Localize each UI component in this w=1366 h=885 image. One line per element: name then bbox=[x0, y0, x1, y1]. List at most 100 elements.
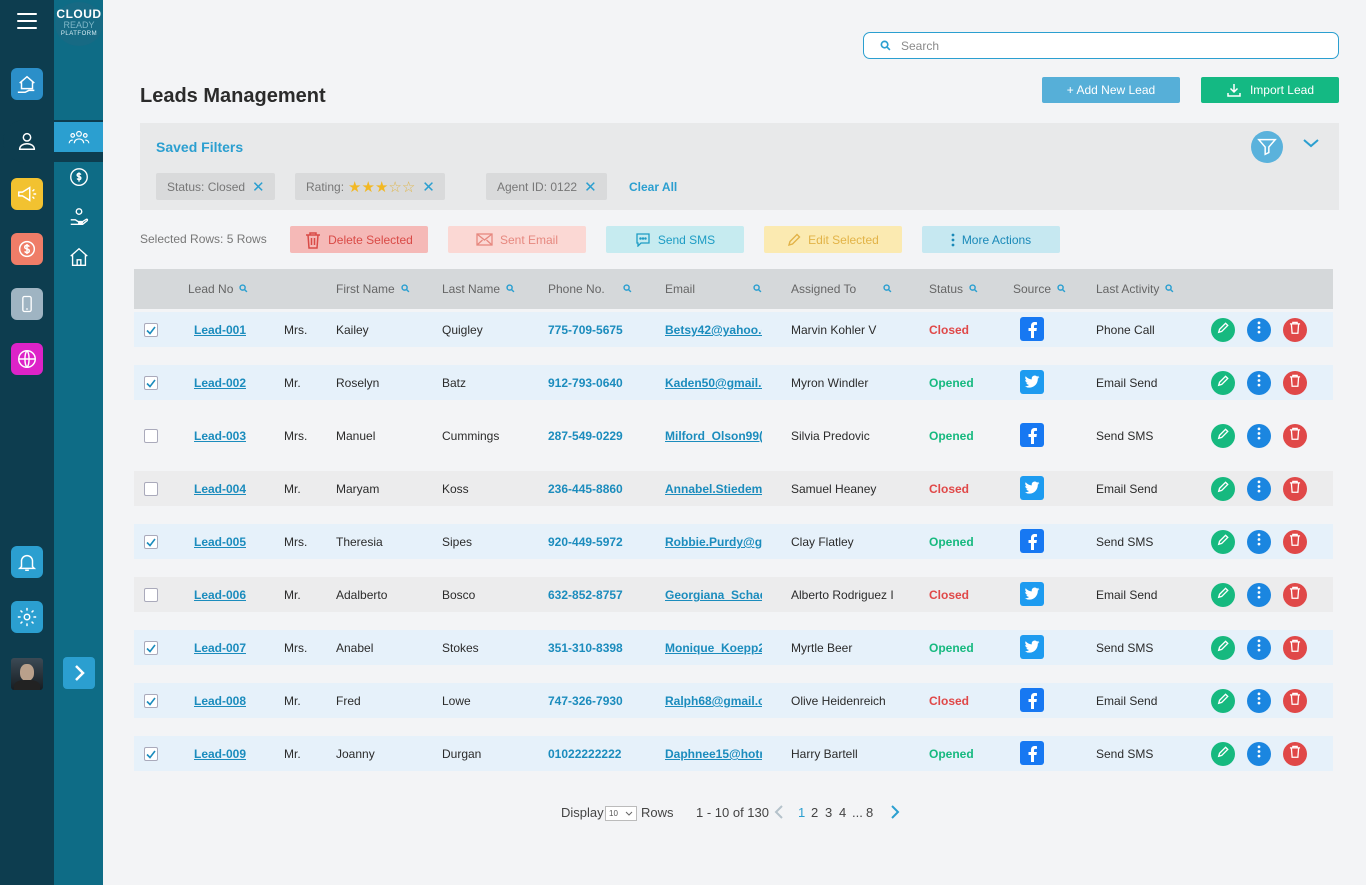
nav-notifications[interactable] bbox=[11, 546, 43, 578]
row-more-button[interactable] bbox=[1247, 583, 1271, 607]
th-status[interactable]: Status bbox=[929, 282, 978, 296]
delete-row-button[interactable] bbox=[1283, 371, 1307, 395]
lead-link[interactable]: Lead-004 bbox=[194, 482, 247, 496]
row-checkbox[interactable] bbox=[144, 482, 158, 496]
nav-campaigns[interactable] bbox=[11, 178, 43, 210]
filter-button[interactable] bbox=[1251, 131, 1283, 163]
email-link[interactable]: Annabel.Stiedem bbox=[665, 482, 762, 496]
delete-row-button[interactable] bbox=[1283, 583, 1307, 607]
nav-settings[interactable] bbox=[11, 601, 43, 633]
delete-row-button[interactable] bbox=[1283, 636, 1307, 660]
edit-row-button[interactable] bbox=[1211, 742, 1235, 766]
row-more-button[interactable] bbox=[1247, 689, 1271, 713]
search-icon[interactable] bbox=[623, 282, 632, 296]
prev-page-button[interactable] bbox=[774, 804, 784, 820]
email-link[interactable]: Daphnee15@hotr bbox=[665, 747, 762, 761]
add-new-lead-button[interactable]: + Add New Lead bbox=[1042, 77, 1180, 103]
close-icon[interactable]: ✕ bbox=[422, 178, 435, 196]
page-size-select[interactable]: 10 bbox=[605, 806, 637, 821]
row-more-button[interactable] bbox=[1247, 424, 1271, 448]
lead-link[interactable]: Lead-005 bbox=[194, 535, 247, 549]
table-row[interactable]: Lead-004 Mr. Maryam Koss 236-445-8860 Annabel… bbox=[134, 471, 1333, 506]
nav-web[interactable] bbox=[11, 343, 43, 375]
table-row[interactable]: Lead-005 Mrs. Theresia Sipes 920-449-5972 Rob… bbox=[134, 524, 1333, 559]
edit-row-button[interactable] bbox=[1211, 424, 1235, 448]
email-link[interactable]: Milford_Olson99( bbox=[665, 429, 762, 443]
row-more-button[interactable] bbox=[1247, 530, 1271, 554]
page-number[interactable]: 3 bbox=[825, 805, 833, 820]
lead-link[interactable]: Lead-002 bbox=[194, 376, 247, 390]
email-link[interactable]: Ralph68@gmail.c bbox=[665, 694, 762, 708]
search-icon[interactable] bbox=[969, 282, 978, 296]
edit-row-button[interactable] bbox=[1211, 371, 1235, 395]
th-email[interactable]: Email bbox=[665, 282, 762, 296]
close-icon[interactable]: ✕ bbox=[584, 178, 597, 196]
row-checkbox[interactable] bbox=[144, 535, 158, 549]
subnav-home[interactable] bbox=[66, 244, 92, 270]
page-number[interactable]: 8 bbox=[866, 805, 874, 820]
row-checkbox[interactable] bbox=[144, 694, 158, 708]
nav-properties[interactable] bbox=[11, 68, 43, 100]
clear-all-link[interactable]: Clear All bbox=[629, 180, 678, 194]
subnav-money[interactable] bbox=[66, 164, 92, 190]
email-link[interactable]: Robbie.Purdy@gr bbox=[665, 535, 762, 549]
edit-row-button[interactable] bbox=[1211, 636, 1235, 660]
row-more-button[interactable] bbox=[1247, 371, 1271, 395]
search-icon[interactable] bbox=[883, 282, 892, 296]
table-row[interactable]: Lead-008 Mr. Fred Lowe 747-326-7930 Ralph68@g… bbox=[134, 683, 1333, 718]
send-sms-button[interactable]: Send SMS bbox=[606, 226, 744, 253]
delete-row-button[interactable] bbox=[1283, 477, 1307, 501]
search-icon[interactable] bbox=[239, 282, 248, 296]
delete-row-button[interactable] bbox=[1283, 742, 1307, 766]
nav-leads[interactable] bbox=[8, 123, 46, 159]
row-more-button[interactable] bbox=[1247, 636, 1271, 660]
search-icon[interactable] bbox=[753, 282, 762, 296]
collapse-filters-button[interactable] bbox=[1302, 136, 1320, 154]
table-row[interactable]: Lead-007 Mrs. Anabel Stokes 351-310-8398 Moni… bbox=[134, 630, 1333, 665]
th-last-name[interactable]: Last Name bbox=[442, 282, 515, 296]
edit-row-button[interactable] bbox=[1211, 477, 1235, 501]
search-icon[interactable] bbox=[401, 282, 410, 296]
email-link[interactable]: Georgiana_Schad bbox=[665, 588, 762, 602]
row-checkbox[interactable] bbox=[144, 588, 158, 602]
lead-link[interactable]: Lead-006 bbox=[194, 588, 247, 602]
row-more-button[interactable] bbox=[1247, 742, 1271, 766]
lead-link[interactable]: Lead-009 bbox=[194, 747, 247, 761]
lead-link[interactable]: Lead-001 bbox=[194, 323, 247, 337]
page-number[interactable]: 4 bbox=[839, 805, 847, 820]
row-checkbox[interactable] bbox=[144, 429, 158, 443]
row-more-button[interactable] bbox=[1247, 318, 1271, 342]
table-row[interactable]: Lead-006 Mr. Adalberto Bosco 632-852-8757 Geo… bbox=[134, 577, 1333, 612]
search-icon[interactable] bbox=[1057, 282, 1066, 296]
delete-row-button[interactable] bbox=[1283, 689, 1307, 713]
lead-link[interactable]: Lead-007 bbox=[194, 641, 247, 655]
import-lead-button[interactable]: Import Lead bbox=[1201, 77, 1339, 103]
page-number[interactable]: 2 bbox=[811, 805, 819, 820]
edit-row-button[interactable] bbox=[1211, 583, 1235, 607]
row-checkbox[interactable] bbox=[144, 641, 158, 655]
row-checkbox[interactable] bbox=[144, 376, 158, 390]
th-first-name[interactable]: First Name bbox=[336, 282, 410, 296]
delete-row-button[interactable] bbox=[1283, 424, 1307, 448]
th-phone[interactable]: Phone No. bbox=[548, 282, 632, 296]
row-more-button[interactable] bbox=[1247, 477, 1271, 501]
edit-selected-button[interactable]: Edit Selected bbox=[764, 226, 902, 253]
search-icon[interactable] bbox=[506, 282, 515, 296]
email-link[interactable]: Monique_Koepp2 bbox=[665, 641, 762, 655]
more-actions-button[interactable]: More Actions bbox=[922, 226, 1060, 253]
th-lead-no[interactable]: Lead No bbox=[188, 282, 248, 296]
table-row[interactable]: Lead-001 Mrs. Kailey Quigley 775-709-5675 Bet… bbox=[134, 312, 1333, 347]
delete-row-button[interactable] bbox=[1283, 318, 1307, 342]
search-bar[interactable] bbox=[863, 32, 1339, 59]
email-link[interactable]: Betsy42@yahoo.c bbox=[665, 323, 762, 337]
table-row[interactable]: Lead-003 Mrs. Manuel Cummings 287-549-0229 Mi… bbox=[134, 418, 1333, 453]
subnav-deals[interactable] bbox=[66, 204, 92, 230]
sent-email-button[interactable]: Sent Email bbox=[448, 226, 586, 253]
close-icon[interactable]: ✕ bbox=[252, 178, 265, 196]
nav-finance[interactable] bbox=[11, 233, 43, 265]
th-assigned[interactable]: Assigned To bbox=[791, 282, 892, 296]
edit-row-button[interactable] bbox=[1211, 689, 1235, 713]
row-checkbox[interactable] bbox=[144, 323, 158, 337]
email-link[interactable]: Kaden50@gmail.c bbox=[665, 376, 762, 390]
subnav-contacts[interactable] bbox=[54, 122, 103, 152]
